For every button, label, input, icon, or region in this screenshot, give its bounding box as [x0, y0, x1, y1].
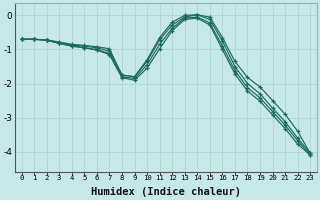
X-axis label: Humidex (Indice chaleur): Humidex (Indice chaleur) [91, 186, 241, 197]
